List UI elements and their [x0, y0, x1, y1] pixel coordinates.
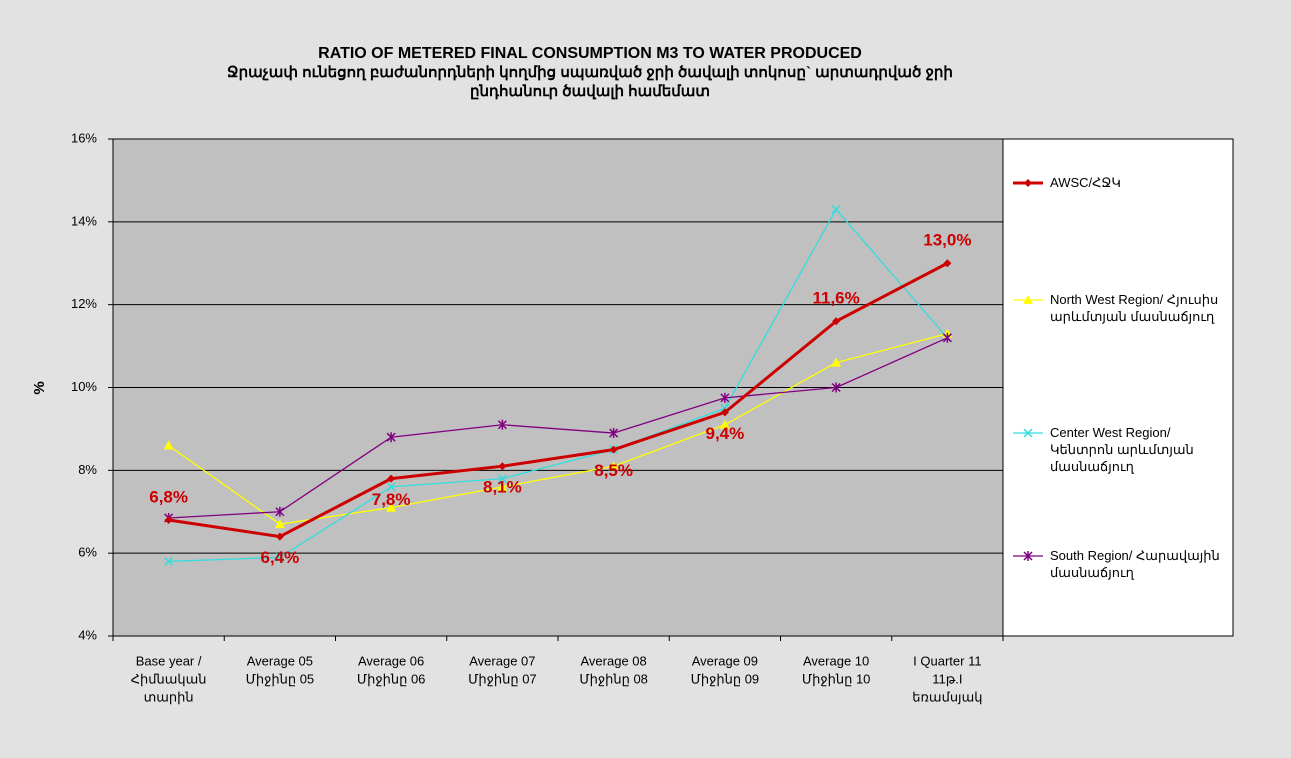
x-tick-label: Միջինը 10 — [802, 671, 871, 686]
chart-subtitle: Ջրաչափ ունեցող բաժանորդների կողմից սպառվ… — [227, 64, 953, 81]
point — [720, 392, 730, 403]
data-label: 6,8% — [149, 488, 188, 507]
x-tick-label: Միջինը 09 — [691, 671, 760, 686]
y-tick-label: 14% — [71, 213, 97, 228]
series-line — [168, 337, 948, 519]
point — [831, 382, 841, 393]
chart-subtitle: ընդհանուր ծավալի համեմատ — [470, 83, 710, 100]
point — [164, 516, 173, 525]
point — [609, 428, 619, 439]
point — [386, 432, 396, 443]
data-label: 8,1% — [483, 478, 522, 497]
x-tick-label: Average 08 — [580, 653, 646, 668]
series-line — [168, 261, 949, 539]
point — [386, 482, 396, 492]
y-tick-label: 4% — [78, 627, 97, 642]
point — [943, 259, 952, 268]
x-tick-label: տարին — [144, 689, 194, 704]
point — [942, 332, 952, 343]
y-axis-label: % — [31, 381, 48, 394]
legend-box — [1002, 138, 1234, 637]
y-tick-label: 8% — [78, 462, 97, 477]
series-line — [168, 333, 948, 525]
point — [497, 474, 507, 484]
legend-label: North West Region/ Հյուսիս արևմտյան մասն… — [1050, 292, 1219, 324]
x-tick-label: Հիմնական — [131, 671, 207, 686]
x-tick-label: Base year / — [136, 653, 202, 668]
y-tick-label: 10% — [71, 379, 97, 394]
x-tick-label: I Quarter 11 — [913, 653, 981, 668]
point — [608, 461, 619, 471]
data-label: 11,6% — [812, 289, 859, 308]
legend-marker — [1023, 551, 1033, 561]
data-label: 13,0% — [923, 231, 971, 250]
data-label: 7,8% — [372, 490, 411, 509]
x-tick-label: Միջինը 07 — [468, 671, 537, 686]
y-tick-label: 6% — [78, 545, 97, 560]
data-label: 9,4% — [706, 424, 745, 443]
point — [497, 481, 508, 491]
point — [498, 462, 507, 471]
point — [497, 419, 507, 430]
data-label: 6,4% — [261, 548, 300, 567]
x-tick-label: եռամսյակ — [912, 689, 982, 704]
legend-marker — [1023, 428, 1033, 438]
point — [831, 204, 841, 214]
point — [386, 502, 397, 512]
point — [719, 419, 730, 429]
chart-title: RATIO OF METERED FINAL CONSUMPTION M3 TO… — [318, 45, 862, 62]
point — [164, 556, 174, 566]
legend-marker — [1024, 179, 1032, 187]
legend-label: South Region/ Հարավային մասնաճյուղ — [1050, 548, 1220, 580]
x-tick-label: Average 09 — [692, 653, 758, 668]
point — [387, 474, 396, 483]
x-tick-label: Միջինը 08 — [579, 671, 648, 686]
legend-label: AWSC/ՀՋԿ — [1050, 175, 1121, 190]
point — [832, 317, 841, 326]
point — [831, 357, 842, 367]
point — [609, 445, 618, 454]
x-tick-label: Average 07 — [469, 653, 535, 668]
legend-label: Center West Region/ Կենտրոն արևմտյան մաս… — [1050, 425, 1194, 474]
x-tick-label: 11թ.I — [932, 671, 962, 686]
series-line — [168, 208, 948, 563]
data-label: 8,5% — [594, 461, 633, 480]
point — [274, 519, 285, 529]
x-tick-label: Average 10 — [803, 653, 869, 668]
point — [275, 552, 285, 562]
legend-marker — [1023, 295, 1033, 304]
x-tick-label: Average 06 — [358, 653, 424, 668]
y-tick-label: 16% — [71, 130, 97, 145]
x-tick-label: Միջինը 06 — [357, 671, 426, 686]
point — [275, 532, 284, 541]
y-tick-label: 12% — [71, 296, 97, 311]
point — [163, 440, 174, 450]
point — [720, 408, 729, 417]
point — [275, 506, 285, 517]
x-tick-label: Միջինը 05 — [246, 671, 315, 686]
x-tick-label: Average 05 — [247, 653, 313, 668]
